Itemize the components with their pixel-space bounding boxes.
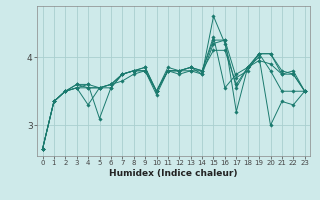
X-axis label: Humidex (Indice chaleur): Humidex (Indice chaleur) bbox=[109, 169, 238, 178]
